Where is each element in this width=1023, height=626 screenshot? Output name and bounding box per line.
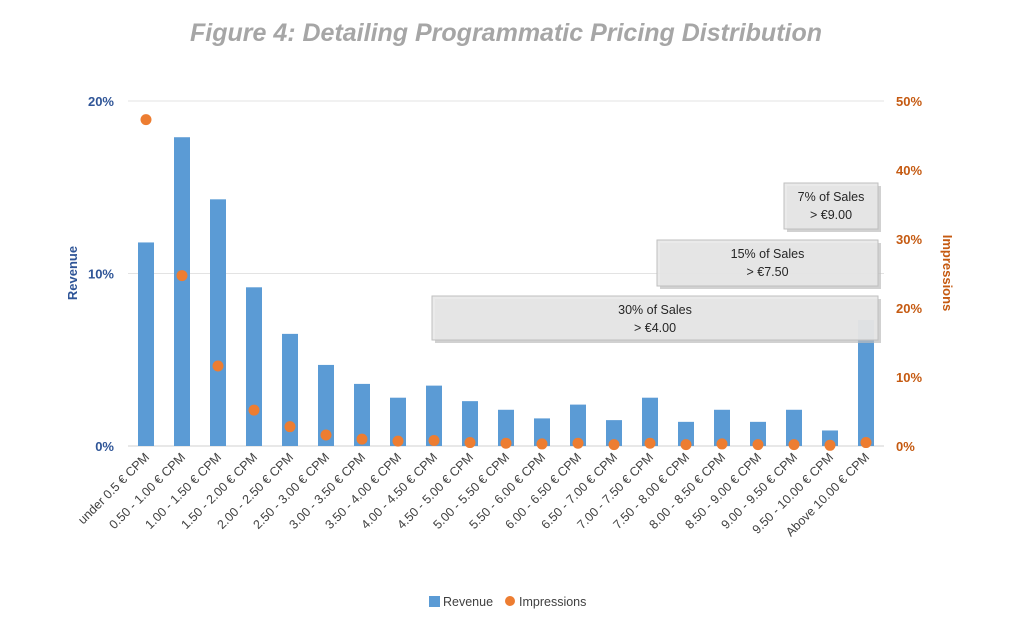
annotation-box: 7% of Sales > €9.00 xyxy=(783,182,881,232)
legend: Revenue Impressions xyxy=(429,595,586,609)
impressions-point xyxy=(428,434,440,446)
revenue-bar xyxy=(534,418,550,446)
impressions-point xyxy=(176,270,188,282)
left-tick-label: 20% xyxy=(88,94,114,109)
revenue-bar xyxy=(318,364,334,446)
right-axis-title: Impressions xyxy=(940,235,955,312)
annotation-background xyxy=(656,239,879,287)
legend-label-revenue: Revenue xyxy=(443,595,493,609)
impressions-point xyxy=(572,437,584,449)
impressions-point xyxy=(248,404,260,416)
revenue-bar xyxy=(606,420,622,446)
right-axis-ticks: 0% 10% 20% 30% 40% 50% xyxy=(896,94,922,454)
annotation-line-1: 30% of Sales xyxy=(618,303,692,317)
revenue-bars xyxy=(138,137,874,446)
revenue-bar xyxy=(750,421,766,446)
impressions-point xyxy=(140,114,152,126)
left-tick-label: 10% xyxy=(88,267,114,282)
right-tick-label: 20% xyxy=(896,301,922,316)
left-axis-title: Revenue xyxy=(65,246,80,300)
right-tick-label: 0% xyxy=(896,439,915,454)
revenue-bar xyxy=(570,404,586,446)
impressions-point xyxy=(716,438,728,450)
revenue-bar xyxy=(174,137,190,446)
annotation-background xyxy=(783,182,879,230)
legend-label-impressions: Impressions xyxy=(519,595,586,609)
annotation-line-2: > €9.00 xyxy=(810,208,852,222)
impressions-point xyxy=(464,437,476,449)
impressions-point xyxy=(680,439,692,451)
impressions-point xyxy=(284,421,296,433)
impressions-point xyxy=(752,439,764,451)
impressions-point xyxy=(212,360,224,372)
left-tick-label: 0% xyxy=(95,439,114,454)
revenue-bar xyxy=(678,421,694,446)
revenue-bar xyxy=(282,333,298,446)
chart-title: Figure 4: Detailing Programmatic Pricing… xyxy=(190,19,822,47)
annotation-box: 15% of Sales > €7.50 xyxy=(656,239,881,289)
impressions-point xyxy=(788,439,800,451)
revenue-bar xyxy=(246,287,262,446)
impressions-point xyxy=(824,439,836,451)
revenue-bar xyxy=(858,320,874,446)
left-axis-ticks: 0% 10% 20% xyxy=(88,94,114,454)
revenue-bar xyxy=(714,409,730,446)
impressions-point xyxy=(536,438,548,450)
impressions-point xyxy=(356,433,368,445)
impressions-point xyxy=(392,435,404,447)
impressions-point xyxy=(320,429,332,441)
revenue-bar xyxy=(390,397,406,446)
revenue-bar xyxy=(642,397,658,446)
impressions-point xyxy=(860,437,872,449)
impressions-point xyxy=(608,439,620,451)
annotation-line-1: 15% of Sales xyxy=(731,247,805,261)
annotation-box: 30% of Sales > €4.00 xyxy=(431,295,881,343)
legend-swatch-revenue xyxy=(429,596,440,607)
revenue-bar xyxy=(210,199,226,446)
right-tick-label: 10% xyxy=(896,370,922,385)
impressions-points xyxy=(140,114,872,451)
legend-swatch-impressions xyxy=(505,596,515,606)
revenue-bar xyxy=(426,385,442,446)
revenue-bar xyxy=(354,383,370,446)
annotation-boxes: 7% of Sales > €9.00 15% of Sales > €7.50 30%… xyxy=(431,182,881,343)
impressions-point xyxy=(644,437,656,449)
revenue-bar xyxy=(462,401,478,446)
right-tick-label: 40% xyxy=(896,163,922,178)
revenue-bar xyxy=(138,242,154,446)
revenue-bar xyxy=(498,409,514,446)
revenue-bar xyxy=(786,409,802,446)
annotation-background xyxy=(431,295,879,341)
impressions-point xyxy=(500,437,512,449)
annotation-line-1: 7% of Sales xyxy=(798,190,865,204)
right-tick-label: 50% xyxy=(896,94,922,109)
annotation-line-2: > €7.50 xyxy=(746,265,788,279)
right-tick-label: 30% xyxy=(896,232,922,247)
annotation-line-2: > €4.00 xyxy=(634,321,676,335)
